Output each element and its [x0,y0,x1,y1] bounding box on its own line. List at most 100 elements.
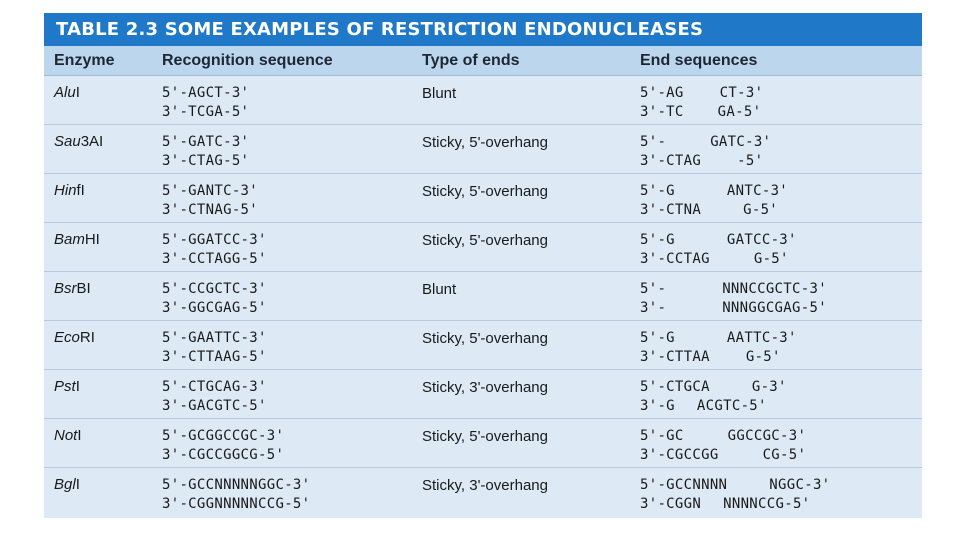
recognition-bottom-strand: 3'-CTNAG-5' [162,202,259,218]
end-fragment-left: 5'-GCCNNNN [640,477,728,493]
end-fragment-right: ACGTC-5' [696,398,767,414]
type-of-ends-text: Sticky, 3'-overhang [422,477,548,494]
end-bottom-strand: 3'-CGCCGG CG-5' [640,446,922,465]
type-of-ends-cell: Sticky, 5'-overhang [412,174,630,201]
enzyme-name-italic: Sau [54,133,81,150]
end-top-strand: 5'-CTGCA G-3' [640,378,922,397]
recognition-sequence-cell: 5'-AGCT-3' 3'-TCGA-5' [152,76,412,122]
enzyme-name-suffix: 3AI [80,133,104,150]
end-fragment-left: 5'-AG [640,85,684,101]
table-row: NotI 5'-GCGGCCGC-3' 3'-CGCCGGCG-5' Sticky, … [44,419,922,468]
enzyme-cell: Sau3AI [44,125,152,150]
end-top-strand: 5'-AG CT-3' [640,84,922,103]
table-row: Sau3AI 5'-GATC-3' 3'-CTAG-5' Sticky, 5'-ove… [44,125,922,174]
end-bottom-strand: 3'-TC GA-5' [640,103,922,122]
recognition-sequence-cell: 5'-CCGCTC-3' 3'-GGCGAG-5' [152,272,412,318]
type-of-ends-text: Sticky, 5'-overhang [422,134,548,151]
recognition-bottom-strand: 3'-CTAG-5' [162,153,250,169]
end-fragment-right: NNNNCCG-5' [723,496,811,512]
enzyme-cell: BglI [44,468,152,493]
end-top-strand: 5'-G GATCC-3' [640,231,922,250]
enzyme-name-italic: Eco [54,329,80,346]
recognition-sequence-cell: 5'-GCCNNNNNGGC-3' 3'-CGGNNNNNCCG-5' [152,468,412,514]
type-of-ends-cell: Sticky, 5'-overhang [412,419,630,446]
recognition-bottom-strand: 3'-CTTAAG-5' [162,349,267,365]
end-top-strand: 5'-GCCNNNN NGGC-3' [640,476,922,495]
end-sequences-cell: 5'-G AATTC-3' 3'-CTTAA G-5' [630,321,922,367]
enzyme-name-italic: Pst [54,378,76,395]
end-fragment-left: 3'-TC [640,104,684,120]
enzyme-name-suffix: RI [79,329,95,346]
enzyme-name-suffix: I [75,476,80,493]
end-fragment-right: G-5' [753,251,789,267]
recognition-sequence-cell: 5'-GAATTC-3' 3'-CTTAAG-5' [152,321,412,367]
recognition-sequence-cell: 5'-GGATCC-3' 3'-CCTAGG-5' [152,223,412,269]
recognition-top-strand: 5'-GATC-3' [162,134,250,150]
recognition-sequence-cell: 5'-CTGCAG-3' 3'-GACGTC-5' [152,370,412,416]
enzyme-name-suffix: fI [76,182,85,199]
end-sequences-cell: 5'- NNNCCGCTC-3' 3'- NNNGGCGAG-5' [630,272,922,318]
end-fragment-right: GGCCGC-3' [727,428,807,444]
end-sequences-cell: 5'-GCCNNNN NGGC-3' 3'-CGGN NNNNCCG-5' [630,468,922,514]
end-fragment-left: 3'-CTAG [640,153,702,169]
end-fragment-right: G-5' [743,202,779,218]
end-fragment-right: ANTC-3' [726,183,789,199]
enzyme-name-italic: Bgl [54,476,76,493]
recognition-sequence-cell: 5'-GCGGCCGC-3' 3'-CGCCGGCG-5' [152,419,412,465]
type-of-ends-cell: Blunt [412,76,630,103]
header-recognition-sequence: Recognition sequence [162,51,333,69]
enzyme-cell: NotI [44,419,152,444]
end-sequences-cell: 5'-G GATCC-3' 3'-CCTAG G-5' [630,223,922,269]
end-fragment-right: -5' [737,153,764,169]
end-bottom-strand: 3'-CGGN NNNNCCG-5' [640,495,922,514]
recognition-top-strand: 5'-GAATTC-3' [162,330,267,346]
end-fragment-left: 3'-CGCCGG [640,447,719,463]
type-of-ends-text: Blunt [422,85,457,102]
end-top-strand: 5'- GATC-3' [640,133,922,152]
end-sequences-cell: 5'-GC GGCCGC-3' 3'-CGCCGG CG-5' [630,419,922,465]
end-sequences-cell: 5'-G ANTC-3' 3'-CTNA G-5' [630,174,922,220]
table-row: HinfI 5'-GANTC-3' 3'-CTNAG-5' Sticky, 5'-ov… [44,174,922,223]
end-bottom-strand: 3'-CTAG -5' [640,152,922,171]
end-fragment-right: CG-5' [762,447,807,463]
header-end-sequences: End sequences [640,51,758,69]
end-top-strand: 5'-G ANTC-3' [640,182,922,201]
end-top-strand: 5'-G AATTC-3' [640,329,922,348]
recognition-top-strand: 5'-CCGCTC-3' [162,281,267,297]
enzyme-cell: PstI [44,370,152,395]
end-fragment-right: NNNGGCGAG-5' [722,300,827,316]
end-top-strand: 5'- NNNCCGCTC-3' [640,280,922,299]
recognition-top-strand: 5'-GANTC-3' [162,183,259,199]
recognition-sequence-cell: 5'-GANTC-3' 3'-CTNAG-5' [152,174,412,220]
table-row: PstI 5'-CTGCAG-3' 3'-GACGTC-5' Sticky, 3'-o… [44,370,922,419]
end-fragment-right: G-3' [751,379,787,395]
end-fragment-right: NGGC-3' [769,477,831,493]
type-of-ends-text: Sticky, 5'-overhang [422,428,548,445]
type-of-ends-cell: Sticky, 5'-overhang [412,125,630,152]
type-of-ends-text: Sticky, 5'-overhang [422,232,548,249]
enzyme-name-italic: Bsr [54,280,77,297]
type-of-ends-text: Blunt [422,281,457,298]
end-fragment-right: CT-3' [719,85,764,101]
type-of-ends-cell: Sticky, 3'-overhang [412,370,630,397]
enzyme-name-suffix: I [75,84,80,101]
enzyme-name-italic: Bam [54,231,85,248]
table-body: AluI 5'-AGCT-3' 3'-TCGA-5' Blunt 5'-AG CT-3' 3… [44,76,922,516]
table-row: EcoRI 5'-GAATTC-3' 3'-CTTAAG-5' Sticky, 5'-… [44,321,922,370]
type-of-ends-cell: Blunt [412,272,630,299]
type-of-ends-cell: Sticky, 5'-overhang [412,321,630,348]
table-row: AluI 5'-AGCT-3' 3'-TCGA-5' Blunt 5'-AG CT-3' 3… [44,76,922,125]
end-fragment-left: 5'- [640,281,667,297]
enzyme-name-suffix: BI [76,280,91,297]
end-fragment-right: NNNCCGCTC-3' [722,281,827,297]
type-of-ends-text: Sticky, 5'-overhang [422,183,548,200]
end-fragment-left: 5'-G [640,330,675,346]
end-fragment-right: G-5' [745,349,781,365]
enzyme-name-suffix: I [75,378,80,395]
enzyme-name-suffix: I [77,427,82,444]
end-fragment-left: 5'-CTGCA [640,379,710,395]
end-fragment-left: 3'-G [640,398,675,414]
end-fragment-left: 3'- [640,300,667,316]
recognition-bottom-strand: 3'-TCGA-5' [162,104,250,120]
type-of-ends-text: Sticky, 5'-overhang [422,330,548,347]
